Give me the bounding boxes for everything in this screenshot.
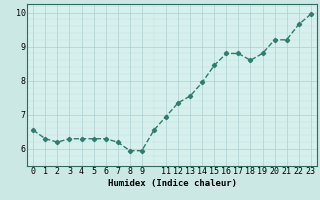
- X-axis label: Humidex (Indice chaleur): Humidex (Indice chaleur): [108, 179, 236, 188]
